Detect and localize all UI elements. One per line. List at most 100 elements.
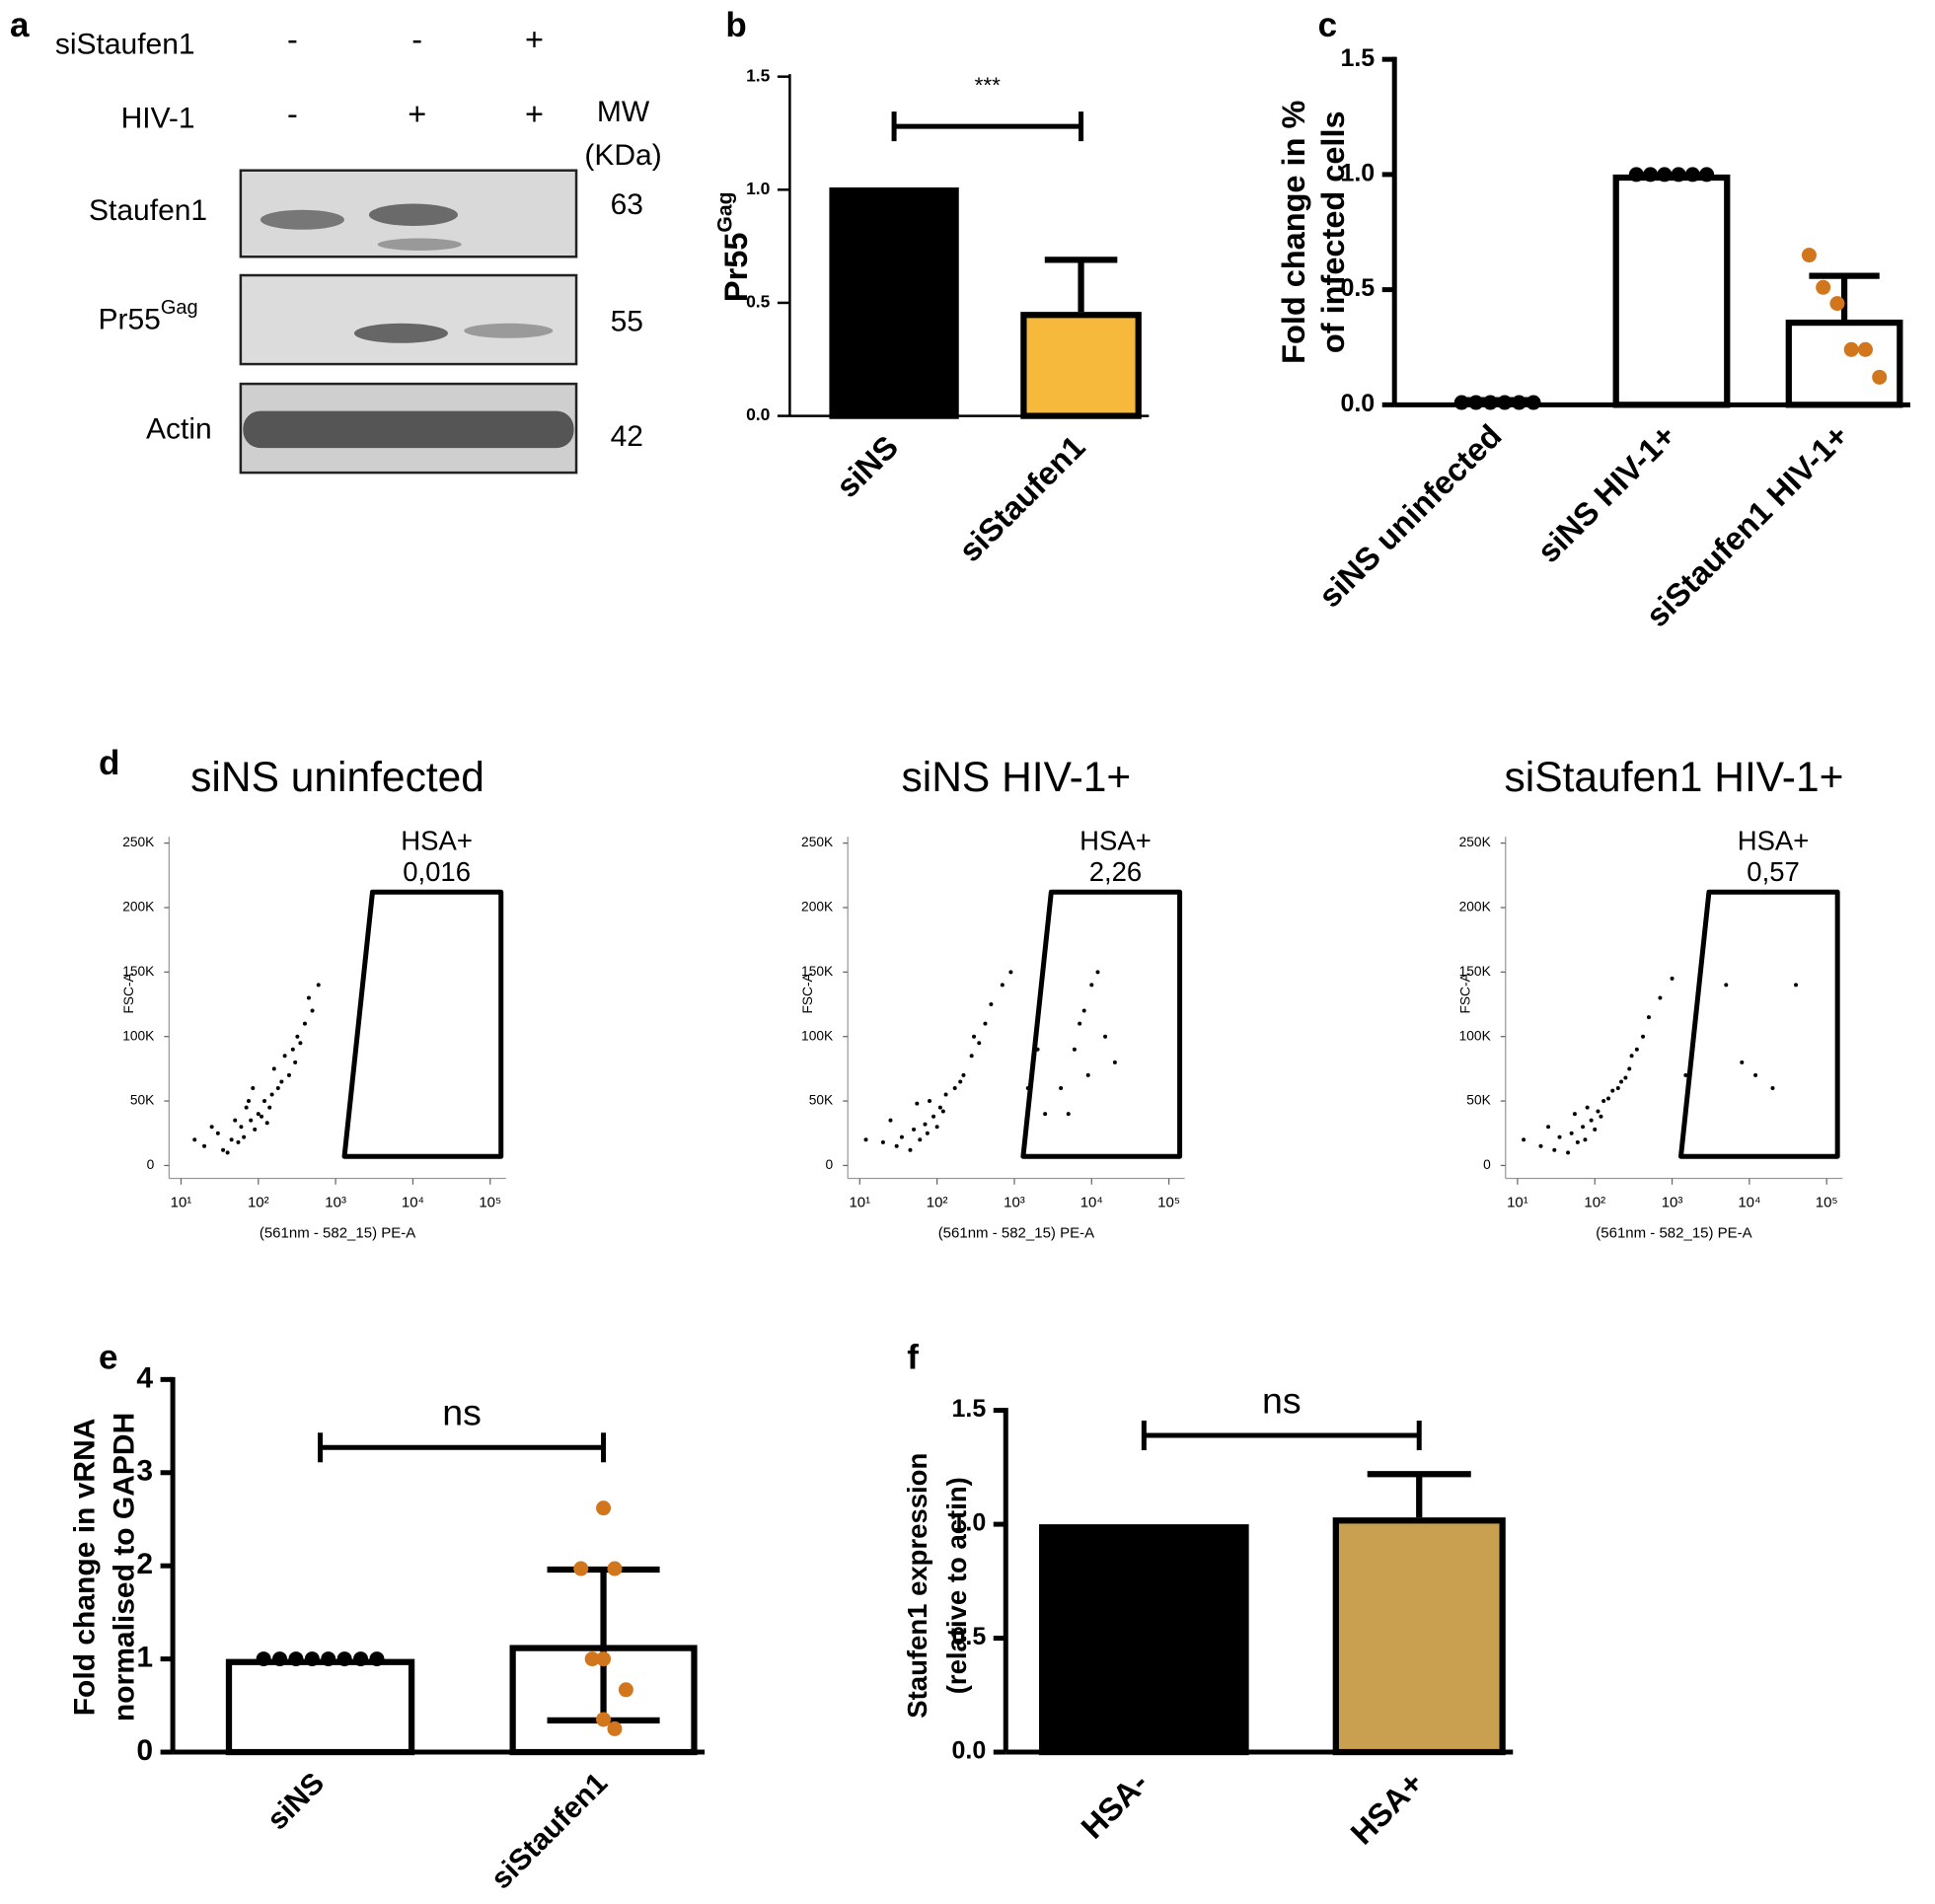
y-tick-label: 250K [801,835,834,849]
data-point [288,1651,304,1667]
gate [1677,889,1840,1159]
blot-row-label: Pr55Gag [98,297,197,335]
event-point [1066,1112,1071,1117]
data-point [573,1561,589,1576]
data-point [607,1561,623,1576]
event-point [1522,1137,1526,1142]
event-point [915,1101,920,1106]
significance-label: *** [975,73,1002,98]
significance-bar [891,111,1084,142]
event-point [251,1085,256,1090]
y-axis-label: normalised to GAPDH [108,1413,140,1721]
y-tick-label: 4 [136,1361,153,1394]
bar [829,187,959,419]
blot-row-label: Pr55 [98,303,160,335]
event-point [261,1099,266,1104]
event-point [209,1125,214,1130]
x-tick-label: 10⁵ [1816,1194,1838,1210]
event-point [1583,1137,1588,1142]
superscript: Gag [713,191,736,232]
x-tick-label: siStaufen1 [952,429,1092,569]
event-point [279,1079,284,1084]
event-point [1615,1085,1620,1090]
y-tick-label: 3 [136,1455,153,1488]
event-point [958,1079,963,1084]
bar [1039,1524,1249,1756]
bar [1612,174,1731,408]
significance-bar [318,1432,607,1463]
x-tick-label: 10⁴ [402,1194,424,1210]
x-tick-label: siStaufen1 [484,1767,614,1896]
event-point [1112,1060,1117,1064]
data-point [1468,395,1484,410]
x-tick-label: siNS [830,429,906,505]
y-tick-label: 50K [809,1093,834,1108]
event-point [952,1085,957,1090]
event-point [316,983,321,988]
event-point [290,1047,295,1052]
panel-letter: b [725,6,746,44]
band [353,323,448,343]
event-point [229,1137,234,1142]
event-point [940,1109,945,1114]
event-point [1089,983,1094,988]
y-tick-label: 150K [1459,964,1492,979]
y-tick-label: 50K [1466,1093,1491,1108]
y-tick-label: 100K [1459,1028,1492,1043]
event-point [1043,1112,1048,1117]
panel-letter: e [99,1339,117,1377]
event-point [1629,1054,1634,1059]
data-point [1511,395,1526,410]
event-point [1623,1075,1628,1080]
blot-row-label: Actin [146,413,212,446]
event-point [977,1041,982,1046]
data-point [1857,341,1873,357]
y-tick-label: 1.0 [951,1509,986,1537]
data-point [596,1712,612,1727]
x-tick-label: 10² [927,1194,948,1210]
mw-value: 63 [611,188,643,221]
y-axis-label: Fold change in % [1276,101,1311,364]
x-tick-label: 10³ [1662,1194,1683,1210]
y-tick-label: 250K [122,835,155,849]
y-tick-label: 0 [826,1157,834,1172]
y-tick-label: 0.5 [746,292,771,312]
event-point [242,1135,247,1139]
event-point [908,1147,913,1152]
event-point [302,1021,307,1026]
band [260,209,344,230]
event-point [918,1137,923,1142]
data-point [1801,248,1817,263]
event-point [1538,1143,1543,1148]
data-point [1872,369,1888,385]
event-point [1546,1125,1551,1130]
data-point [584,1651,600,1667]
event-point [306,995,311,1000]
y-tick-label: 1.0 [746,179,771,198]
chart-title: siNS HIV-1+ [902,755,1132,801]
event-point [1593,1127,1598,1132]
event-point [943,1092,948,1097]
event-point [1078,1021,1082,1026]
y-tick-label: 1 [136,1642,153,1674]
gate [341,889,504,1159]
y-tick-label: 0 [147,1157,155,1172]
y-tick-label: 1.0 [1340,159,1375,186]
band [464,323,554,338]
lane-sign: + [525,96,544,131]
bar [1332,1517,1506,1756]
event-point [1753,1072,1758,1077]
event-point [1770,1085,1775,1090]
x-axis-label: (561nm - 582_15) PE-A [938,1225,1094,1242]
x-tick-label: 10³ [325,1194,346,1210]
event-point [1059,1085,1064,1090]
data-point [1843,341,1859,357]
data-point [1684,167,1700,183]
panel-letter: c [1318,6,1337,44]
data-point [596,1501,612,1516]
event-point [221,1147,226,1152]
event-point [1575,1139,1580,1144]
y-tick-label: 1.5 [746,65,771,85]
x-tick-label: HSA- [1075,1765,1155,1846]
event-point [937,1105,942,1110]
